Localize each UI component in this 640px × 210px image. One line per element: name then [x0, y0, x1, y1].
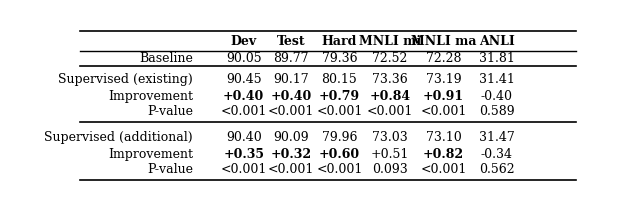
Text: <0.001: <0.001	[221, 163, 267, 176]
Text: MNLI ma: MNLI ma	[411, 35, 476, 48]
Text: Supervised (additional): Supervised (additional)	[44, 131, 193, 144]
Text: 79.36: 79.36	[321, 52, 357, 65]
Text: 73.19: 73.19	[426, 73, 461, 86]
Text: 31.81: 31.81	[479, 52, 515, 65]
Text: 31.41: 31.41	[479, 73, 515, 86]
Text: <0.001: <0.001	[316, 105, 363, 118]
Text: <0.001: <0.001	[268, 105, 314, 118]
Text: +0.40: +0.40	[223, 90, 264, 103]
Text: +0.82: +0.82	[423, 148, 464, 161]
Text: +0.84: +0.84	[369, 90, 411, 103]
Text: 90.17: 90.17	[273, 73, 308, 86]
Text: <0.001: <0.001	[268, 163, 314, 176]
Text: Test: Test	[276, 35, 305, 48]
Text: 90.05: 90.05	[226, 52, 262, 65]
Text: 0.093: 0.093	[372, 163, 408, 176]
Text: +0.91: +0.91	[423, 90, 464, 103]
Text: 73.03: 73.03	[372, 131, 408, 144]
Text: Baseline: Baseline	[140, 52, 193, 65]
Text: ANLI: ANLI	[479, 35, 515, 48]
Text: +0.32: +0.32	[270, 148, 312, 161]
Text: <0.001: <0.001	[420, 105, 467, 118]
Text: 73.36: 73.36	[372, 73, 408, 86]
Text: <0.001: <0.001	[367, 105, 413, 118]
Text: Improvement: Improvement	[108, 148, 193, 161]
Text: Dev: Dev	[230, 35, 257, 48]
Text: 0.562: 0.562	[479, 163, 515, 176]
Text: 90.40: 90.40	[226, 131, 262, 144]
Text: <0.001: <0.001	[420, 163, 467, 176]
Text: 72.28: 72.28	[426, 52, 461, 65]
Text: Improvement: Improvement	[108, 90, 193, 103]
Text: P-value: P-value	[147, 105, 193, 118]
Text: MNLI mi: MNLI mi	[359, 35, 421, 48]
Text: 89.77: 89.77	[273, 52, 308, 65]
Text: <0.001: <0.001	[221, 105, 267, 118]
Text: +0.51: +0.51	[371, 148, 409, 161]
Text: <0.001: <0.001	[316, 163, 363, 176]
Text: -0.40: -0.40	[481, 90, 513, 103]
Text: Hard: Hard	[322, 35, 357, 48]
Text: 73.10: 73.10	[426, 131, 461, 144]
Text: +0.79: +0.79	[319, 90, 360, 103]
Text: 31.47: 31.47	[479, 131, 515, 144]
Text: +0.60: +0.60	[319, 148, 360, 161]
Text: 0.589: 0.589	[479, 105, 515, 118]
Text: 90.45: 90.45	[226, 73, 262, 86]
Text: +0.40: +0.40	[270, 90, 312, 103]
Text: 90.09: 90.09	[273, 131, 308, 144]
Text: +0.35: +0.35	[223, 148, 264, 161]
Text: 79.96: 79.96	[322, 131, 357, 144]
Text: Supervised (existing): Supervised (existing)	[58, 73, 193, 86]
Text: -0.34: -0.34	[481, 148, 513, 161]
Text: P-value: P-value	[147, 163, 193, 176]
Text: 80.15: 80.15	[321, 73, 357, 86]
Text: 72.52: 72.52	[372, 52, 408, 65]
